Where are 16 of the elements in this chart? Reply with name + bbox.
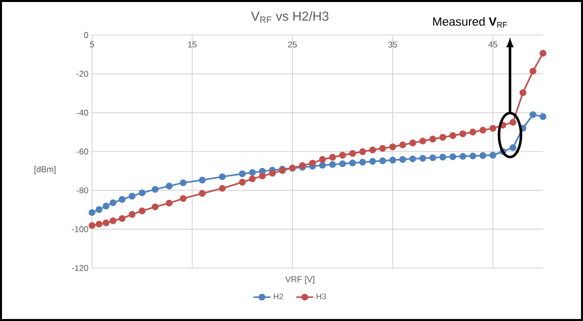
x-tick-label: 5 <box>90 42 94 48</box>
y-tick-label: -20 <box>76 70 88 77</box>
y-tick-label: -40 <box>76 110 88 116</box>
text: Measured V$_{RF}$ <box>433 17 507 28</box>
x-axis-title: VRF [V] <box>285 276 314 284</box>
x-tick-label: 25 <box>288 42 297 48</box>
y-tick-label: -120 <box>72 265 88 271</box>
y-tick-label: -80 <box>76 187 88 194</box>
y-tick-label: 0 <box>84 32 88 38</box>
y-tick-label: -100 <box>72 226 88 232</box>
chart-title: V$_{RF}$ vs H2/H3 <box>251 11 328 23</box>
x-tick-label: 45 <box>488 42 498 48</box>
y-axis-title: [dBm] <box>34 166 56 174</box>
y-tick-label: -60 <box>76 148 88 154</box>
x-tick-label: 35 <box>388 42 398 48</box>
x-tick-label: 15 <box>188 42 197 48</box>
